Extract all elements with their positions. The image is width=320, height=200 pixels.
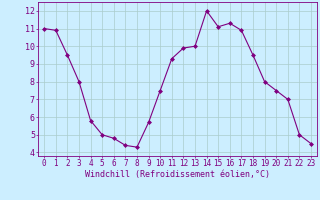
- X-axis label: Windchill (Refroidissement éolien,°C): Windchill (Refroidissement éolien,°C): [85, 170, 270, 179]
